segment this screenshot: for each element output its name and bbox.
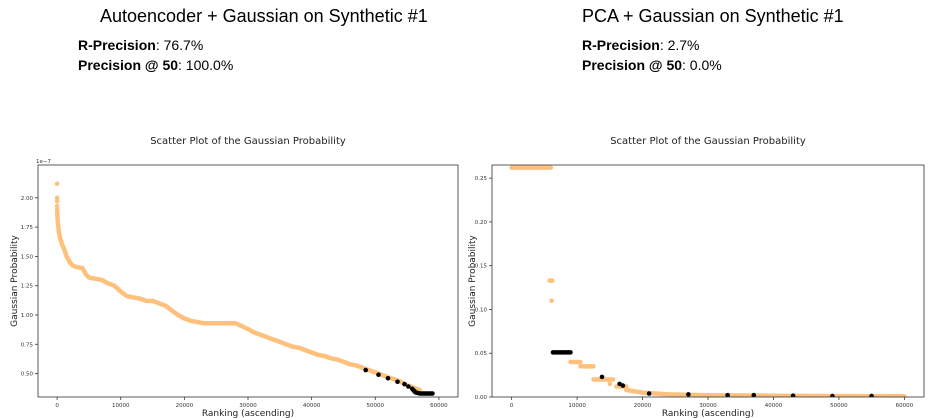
metric-value: : 0.0% <box>682 57 722 73</box>
y-tick-label: 0.10 <box>475 307 488 313</box>
y-tick-label: 1.50 <box>21 254 34 260</box>
data-point-normal <box>549 278 555 283</box>
x-tick-label: 60000 <box>430 403 448 409</box>
y-tick-label: 0.50 <box>21 372 34 378</box>
chart-title: Scatter Plot of the Gaussian Probability <box>150 136 346 147</box>
x-tick-label: 60000 <box>896 403 914 409</box>
metric-precision-at-50: Precision @ 50: 100.0% <box>78 57 233 73</box>
series-normal-trace <box>54 207 423 393</box>
data-point-anomaly <box>646 391 652 396</box>
y-tick-label: 1.25 <box>21 284 34 290</box>
y-axis-multiplier: 1e−7 <box>36 159 51 165</box>
metric-label: Precision @ 50 <box>78 57 179 73</box>
x-tick-label: 20000 <box>176 403 194 409</box>
panel-pca: PCA + Gaussian on Synthetic #1 R-Precisi… <box>466 0 932 418</box>
y-axis-label: Gaussian Probability <box>10 234 20 326</box>
series-anomaly-trace <box>409 386 435 396</box>
data-point-anomaly <box>751 392 757 397</box>
y-tick-label: 0.00 <box>475 395 488 401</box>
x-tick-label: 50000 <box>367 403 385 409</box>
x-axis-label: Ranking (ascending) <box>202 409 294 418</box>
metric-value: : 76.7% <box>155 37 204 53</box>
metric-r-precision: R-Precision: 2.7% <box>582 37 700 53</box>
data-point-anomaly <box>402 381 407 387</box>
data-point-anomaly <box>395 379 400 385</box>
data-point-anomaly <box>599 374 605 380</box>
y-tick-label: 0.05 <box>475 351 488 357</box>
metric-label: Precision @ 50 <box>582 57 683 73</box>
x-tick-label: 40000 <box>765 403 783 409</box>
y-axis-label: Gaussian Probability <box>468 234 478 326</box>
y-tick-label: 0.25 <box>475 176 488 182</box>
x-tick-label: 50000 <box>830 403 848 409</box>
x-tick-label: 10000 <box>112 403 130 409</box>
y-tick-label: 1.75 <box>21 225 34 231</box>
metric-label: R-Precision <box>78 37 156 53</box>
chart-title: Scatter Plot of the Gaussian Probability <box>610 136 806 147</box>
data-point-anomaly <box>790 393 796 397</box>
x-tick-label: 30000 <box>699 403 717 409</box>
x-axis-label: Ranking (ascending) <box>662 409 754 418</box>
panel-autoencoder: Autoencoder + Gaussian on Synthetic #1 R… <box>10 6 459 418</box>
y-tick-label: 0.75 <box>21 342 34 348</box>
data-point-anomaly <box>363 367 369 373</box>
metric-label: R-Precision <box>582 37 660 53</box>
data-point-anomaly <box>376 372 381 377</box>
series-normal-trace <box>623 387 907 397</box>
data-point-normal <box>54 181 60 186</box>
data-layer <box>509 165 907 397</box>
data-point-normal <box>54 203 60 209</box>
y-tick-label: 0.15 <box>475 264 488 270</box>
x-tick-label: 0 <box>510 403 514 409</box>
plot-frame <box>491 164 925 398</box>
data-layer <box>54 181 435 396</box>
data-point-anomaly <box>686 392 691 397</box>
data-point-normal <box>549 298 554 303</box>
x-tick-label: 0 <box>55 403 59 409</box>
data-point-normal <box>54 195 60 201</box>
y-tick-label: 1.00 <box>21 313 34 319</box>
scatter-chart-pca: Scatter Plot of the Gaussian Probability… <box>468 136 925 418</box>
scatter-chart-autoencoder: Scatter Plot of the Gaussian Probability… <box>10 136 459 418</box>
y-tick-label: 0.20 <box>475 220 488 226</box>
data-point-normal <box>607 381 613 387</box>
data-point-anomaly <box>830 393 835 397</box>
data-point-anomaly <box>406 384 411 389</box>
panel-heading: Autoencoder + Gaussian on Synthetic #1 <box>100 6 428 26</box>
x-tick-label: 30000 <box>239 403 257 409</box>
data-point-anomaly <box>385 376 391 381</box>
x-tick-label: 10000 <box>568 403 586 409</box>
data-point-anomaly <box>725 392 730 397</box>
data-point-anomaly <box>869 393 874 397</box>
metric-value: : 2.7% <box>659 37 700 53</box>
data-point-anomaly <box>620 383 626 388</box>
x-tick-label: 20000 <box>634 403 652 409</box>
y-tick-label: 2.00 <box>21 196 34 202</box>
x-tick-label: 40000 <box>303 403 321 409</box>
data-point-normal <box>54 199 60 204</box>
panel-heading: PCA + Gaussian on Synthetic #1 <box>582 6 844 26</box>
metric-r-precision: R-Precision: 76.7% <box>78 37 203 53</box>
metric-value: : 100.0% <box>178 57 234 73</box>
metric-precision-at-50: Precision @ 50: 0.0% <box>582 57 722 73</box>
